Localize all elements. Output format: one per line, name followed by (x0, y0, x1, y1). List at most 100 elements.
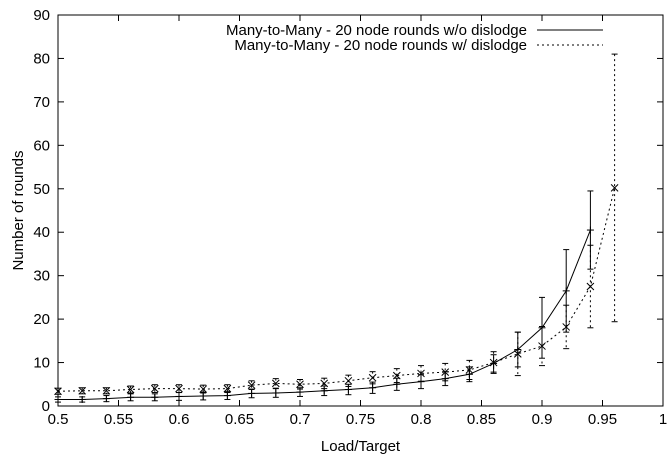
y-tick-label: 0 (42, 398, 50, 415)
axis-ticks: 0.5 0.55 0.6 0.65 0.7 0.75 0.8 0.85 0.9 0.95 10102… (33, 7, 667, 428)
data-point-marker (562, 323, 571, 331)
series-1-line (58, 229, 591, 400)
data-point (562, 323, 571, 331)
data-point-marker (320, 379, 329, 388)
y-tick-label: 90 (33, 7, 50, 24)
plot-series (54, 53, 619, 403)
data-point (344, 376, 353, 385)
data-point (441, 368, 450, 376)
data-point (248, 389, 256, 397)
x-tick-label: 0.75 (346, 411, 375, 428)
data-point (127, 393, 135, 401)
data-point (369, 384, 377, 392)
series-2 (54, 53, 619, 396)
y-tick-label: 70 (33, 94, 50, 111)
error-bar (151, 384, 158, 394)
error-bar (127, 385, 134, 394)
series-1 (54, 190, 594, 403)
error-bar (611, 53, 618, 323)
data-point-marker (417, 369, 425, 378)
data-point-marker (78, 386, 87, 395)
data-point (392, 371, 401, 380)
data-point (175, 384, 183, 393)
y-tick-label: 60 (33, 137, 50, 154)
data-point (513, 350, 522, 358)
x-tick-label: 0.85 (467, 411, 496, 428)
data-point-marker (368, 373, 377, 382)
data-point-marker (296, 380, 304, 389)
y-axis-label: Number of rounds (10, 150, 27, 270)
data-point (126, 385, 135, 394)
data-point-marker (489, 358, 498, 367)
data-point-marker (392, 371, 401, 380)
data-point-marker (465, 366, 474, 374)
data-point-marker (199, 385, 208, 393)
x-tick-label: 0.5 (48, 411, 69, 428)
data-point (586, 282, 595, 291)
error-bar (200, 384, 207, 394)
y-tick-label: 20 (33, 311, 50, 328)
error-bar (418, 365, 424, 382)
error-bar (297, 378, 303, 390)
error-bar (539, 325, 545, 367)
data-point (368, 373, 377, 382)
data-point (417, 369, 425, 378)
legend-label: Many-to-Many - 20 node rounds w/ dislodg… (234, 37, 527, 54)
data-point (78, 395, 86, 403)
x-tick-label: 0.55 (104, 411, 133, 428)
data-point (102, 386, 111, 395)
y-tick-label: 30 (33, 268, 50, 285)
legend: Many-to-Many - 20 node rounds w/o dislod… (226, 22, 603, 54)
error-bar (466, 359, 473, 380)
data-point (610, 184, 619, 192)
data-point (320, 379, 329, 388)
error-bar (176, 384, 182, 394)
legend-item-1: Many-to-Many - 20 node rounds w/o dislod… (226, 22, 603, 39)
x-tick-label: 0.65 (225, 411, 254, 428)
y-tick-label: 50 (33, 181, 50, 198)
error-bar (224, 384, 231, 394)
data-point (296, 380, 304, 389)
data-point (223, 384, 232, 393)
data-point-marker (271, 379, 280, 388)
data-point-marker (513, 350, 522, 358)
data-point (272, 389, 280, 397)
y-tick-label: 80 (33, 50, 50, 67)
y-tick-label: 10 (33, 355, 50, 372)
data-point (102, 395, 110, 403)
data-point (562, 287, 570, 295)
error-bar (103, 387, 110, 395)
error-bar (248, 380, 255, 390)
error-bar (272, 378, 279, 389)
data-point (586, 226, 594, 234)
y-tick-label: 40 (33, 224, 50, 241)
x-tick-label: 0.95 (588, 411, 617, 428)
x-axis-label: Load/Target (321, 438, 401, 455)
x-tick-label: 0.6 (169, 411, 190, 428)
data-point (199, 392, 207, 400)
data-point (538, 342, 546, 350)
data-point (199, 385, 208, 393)
data-point-marker (441, 368, 450, 376)
data-point-marker (175, 384, 183, 393)
data-point (344, 385, 352, 393)
data-point-marker (247, 381, 256, 390)
data-point-marker (126, 385, 135, 394)
x-tick-label: 0.8 (411, 411, 432, 428)
data-point (247, 381, 256, 390)
series-2-line (57, 187, 616, 392)
data-point-marker (102, 386, 111, 395)
error-bar (442, 362, 449, 382)
legend-item-2: Many-to-Many - 20 node rounds w/ dislodg… (234, 37, 603, 54)
plot-frame (57, 14, 664, 407)
legend-label: Many-to-Many - 20 node rounds w/o dislod… (226, 22, 527, 39)
data-point-marker (344, 376, 353, 385)
x-tick-label: 0.7 (290, 411, 311, 428)
data-point-marker (223, 384, 232, 393)
data-point (465, 366, 474, 374)
data-point (271, 379, 280, 388)
error-bar (79, 387, 86, 395)
data-point (489, 358, 498, 367)
data-point (223, 392, 231, 400)
